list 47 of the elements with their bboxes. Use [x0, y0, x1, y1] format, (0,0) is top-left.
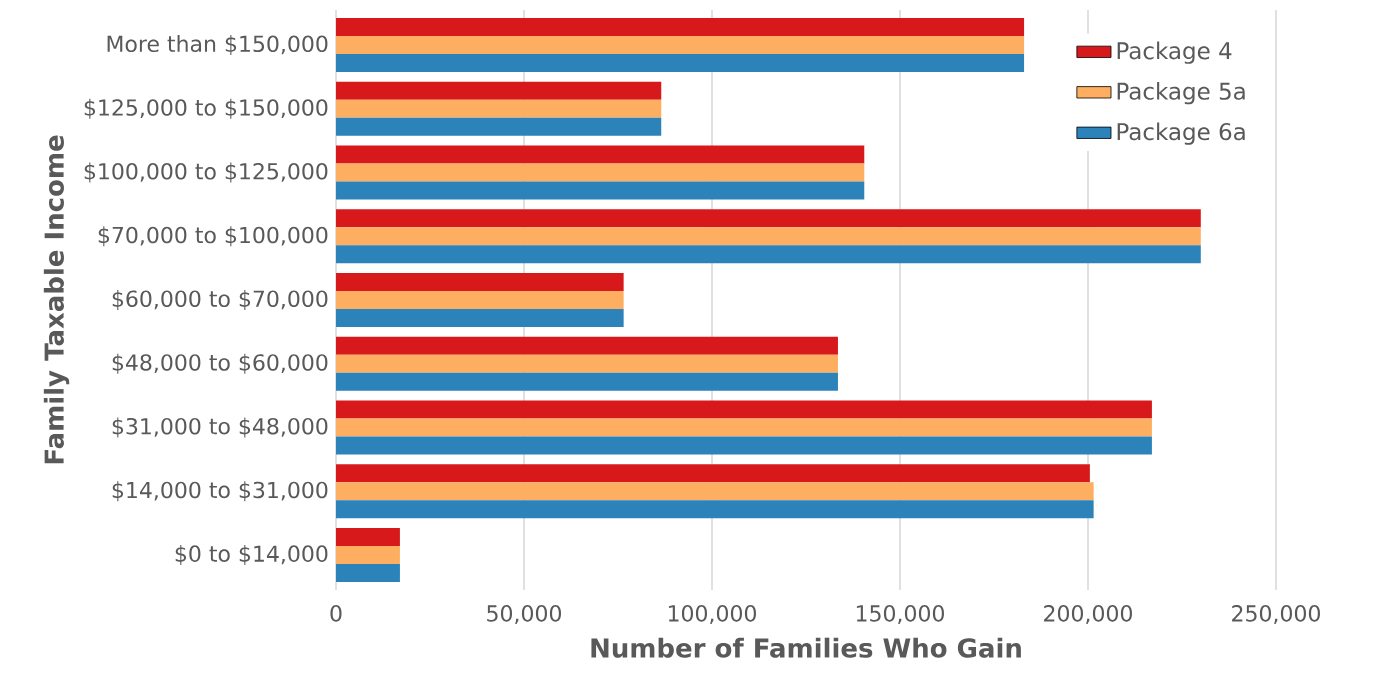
- bar: [336, 545, 400, 564]
- bar: [336, 117, 662, 136]
- x-tick-label: 250,000: [1232, 605, 1320, 624]
- x-tick-label: 150,000: [856, 605, 944, 624]
- y-tick-label: $100,000 to $125,000: [84, 162, 328, 183]
- legend-label: Package 6a: [1117, 122, 1245, 145]
- y-tick-label: $125,000 to $150,000: [84, 98, 328, 119]
- bar: [336, 163, 865, 182]
- bar: [336, 145, 865, 164]
- bar: [336, 309, 624, 327]
- bar: [336, 400, 1152, 419]
- bar: [336, 436, 1152, 455]
- bar: [336, 464, 1090, 483]
- x-tick-label: 100,000: [668, 605, 756, 624]
- bar: [336, 527, 400, 546]
- x-tick-label: 50,000: [487, 605, 561, 624]
- bar: [336, 54, 1025, 73]
- y-tick-label: $0 to $14,000: [175, 544, 328, 565]
- bar: [336, 372, 838, 391]
- y-tick-label: $70,000 to $100,000: [98, 226, 328, 247]
- y-tick-label: $31,000 to $48,000: [112, 417, 328, 438]
- bar: [336, 418, 1152, 437]
- bar: [336, 482, 1094, 501]
- bar: [336, 81, 662, 100]
- bar: [336, 245, 1201, 264]
- bar: [336, 227, 1201, 246]
- bar: [336, 18, 1025, 37]
- bar: [336, 291, 624, 309]
- bar: [336, 336, 838, 355]
- x-tick-label: 200,000: [1044, 605, 1132, 624]
- y-tick-label: $60,000 to $70,000: [112, 290, 328, 310]
- bar: [336, 36, 1025, 55]
- legend-label: Package 4: [1117, 41, 1232, 64]
- bar: [336, 99, 662, 118]
- y-axis-title: Family Taxable Income: [43, 135, 70, 464]
- y-tick-label: $14,000 to $31,000: [112, 481, 328, 502]
- bar: [336, 563, 400, 582]
- bar: [336, 273, 624, 291]
- y-tick-label: $48,000 to $60,000: [112, 353, 328, 374]
- bar: [336, 500, 1094, 519]
- y-tick-label: More than $150,000: [107, 35, 328, 56]
- legend-label: Package 5a: [1117, 82, 1245, 105]
- bar: [336, 209, 1201, 228]
- bar: [336, 354, 838, 373]
- x-tick-label: 0: [330, 605, 342, 622]
- bar: [336, 181, 865, 200]
- x-axis-title: Number of Families Who Gain: [591, 637, 1021, 658]
